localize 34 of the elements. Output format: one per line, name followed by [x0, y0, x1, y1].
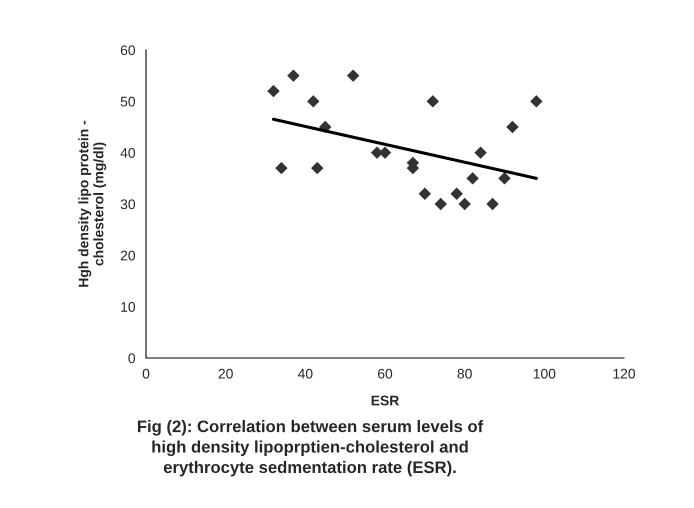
point: [530, 95, 543, 108]
y-tick-label: 10: [121, 302, 136, 312]
y-tick-label: 50: [120, 96, 136, 107]
x-axis-title: ESR: [372, 396, 399, 406]
x-tick-label: 40: [298, 368, 313, 379]
point: [434, 198, 447, 210]
point: [466, 172, 479, 185]
point: [450, 188, 463, 200]
point: [267, 84, 280, 98]
x-tick-label: 120: [613, 368, 636, 379]
text: Fig (2): Correlation between serum levels of high density lipoprptien-cholesterol and erythrocyte sedmentation rate (ESR).: [138, 420, 484, 476]
point: [426, 95, 440, 108]
x-tick-label: 80: [458, 368, 472, 379]
point: [346, 69, 360, 82]
point: [486, 198, 499, 210]
x-tick-label: 0: [142, 368, 150, 379]
point: [506, 120, 519, 134]
x-tick-label: 20: [218, 368, 233, 379]
y-tick-label: 30: [120, 199, 136, 210]
y-tick-label: 20: [120, 250, 136, 261]
point: [458, 198, 471, 210]
x-tick-label: 100: [534, 368, 556, 379]
point: [307, 95, 320, 108]
y-axis-title: Hgh density lipo protein - cholesterol (mg/dl): [78, 120, 106, 287]
point: [287, 69, 300, 82]
point: [498, 172, 511, 185]
point: [275, 162, 288, 174]
point: [474, 146, 487, 159]
point: [311, 162, 324, 174]
x-tick-label: 60: [378, 368, 392, 379]
y-tick-label: 60: [120, 45, 136, 56]
y-tick-label: 0: [128, 353, 136, 364]
y-tick-label: 40: [120, 148, 136, 158]
point: [418, 188, 432, 200]
